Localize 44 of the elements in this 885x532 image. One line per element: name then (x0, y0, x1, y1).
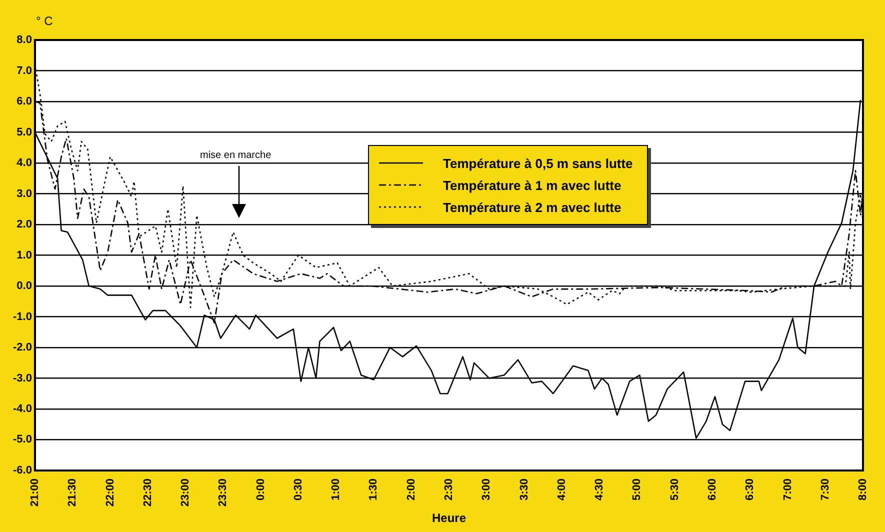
y-tick-label: 8.0 (16, 34, 32, 46)
x-tick-label: 5:00 (631, 478, 644, 500)
y-tick-label: -4.0 (12, 403, 32, 415)
y-tick-label: -6.0 (12, 464, 32, 476)
x-axis-title: Heure (432, 511, 466, 526)
x-tick-label: 1:00 (330, 478, 342, 500)
x-tick-label: 3:00 (480, 478, 493, 500)
x-tick-label: 0:00 (254, 478, 267, 500)
y-axis-title: ° C (36, 14, 53, 28)
x-tick-label: 1:30 (368, 478, 380, 500)
y-tick-label: -1.0 (12, 310, 32, 323)
x-tick-label: 5:30 (668, 478, 681, 500)
x-tick-label: 22:00 (104, 478, 116, 507)
x-tick-label: 21:30 (66, 478, 79, 507)
y-tick-label: -3.0 (12, 372, 32, 384)
y-tick-label: 2.0 (16, 218, 32, 231)
x-tick-label: 4:00 (556, 478, 568, 500)
y-tick-label: 0.0 (16, 280, 32, 292)
y-tick-label: 4.0 (16, 157, 32, 170)
x-tick-label: 21:00 (28, 478, 41, 507)
y-tick-label: 1.0 (16, 249, 32, 262)
x-tick-label: 3:30 (518, 478, 530, 500)
annotation: mise en marche (200, 150, 272, 161)
x-tick-label: 2:00 (405, 478, 418, 500)
y-tick-label: 3.0 (16, 188, 32, 200)
x-tick-label: 22:30 (142, 478, 154, 507)
x-tick-label: 7:30 (819, 478, 832, 500)
y-tick-label: 5.0 (16, 126, 32, 138)
y-tick-label: -2.0 (12, 342, 32, 354)
legend-label: Température à 0,5 m sans lutte (443, 156, 633, 170)
y-tick-label: -5.0 (12, 434, 32, 446)
x-tick-label: 23:00 (180, 478, 192, 507)
x-tick-label: 2:30 (443, 478, 456, 500)
x-tick-label: 6:30 (744, 478, 756, 500)
x-tick-label: 6:00 (706, 478, 718, 500)
legend-label: Température à 1 m avec lutte (443, 178, 622, 192)
x-tick-label: 7:00 (782, 478, 794, 500)
y-tick-label: 6.0 (16, 96, 32, 108)
x-tick-label: 4:30 (594, 478, 606, 500)
y-tick-label: 7.0 (16, 64, 32, 77)
legend-label: Température à 2 m avec lutte (443, 200, 622, 214)
x-tick-label: 8:00 (857, 478, 870, 500)
x-tick-label: 0:30 (292, 478, 304, 500)
x-tick-label: 23:30 (217, 478, 230, 507)
